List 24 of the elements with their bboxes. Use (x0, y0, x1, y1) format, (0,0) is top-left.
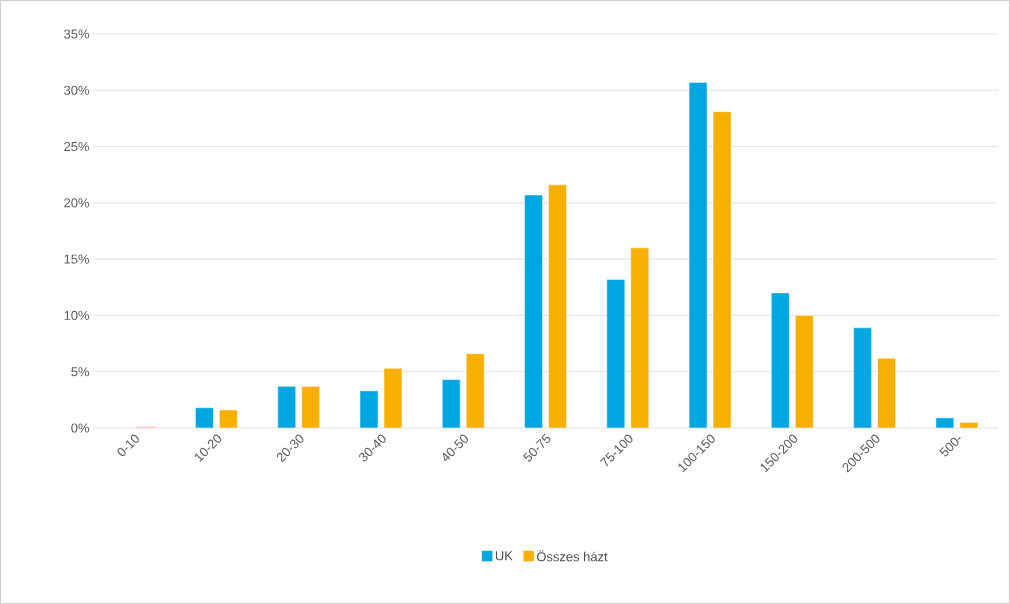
y-tick-label: 30% (64, 85, 90, 95)
bar (877, 357, 896, 428)
bar (630, 247, 650, 428)
y-tick-label: 25% (64, 141, 90, 152)
bar (277, 386, 296, 428)
bar (524, 194, 543, 428)
y-tick-label: 35% (64, 29, 90, 39)
bar (441, 379, 461, 428)
y-tick-label: 15% (64, 254, 90, 264)
y-tick-label: 0% (71, 423, 90, 433)
bar (465, 353, 485, 428)
bar (606, 279, 626, 428)
bar (795, 315, 814, 428)
bar (853, 327, 872, 428)
bar (771, 292, 790, 428)
y-tick-label: 5% (71, 367, 90, 377)
bar (301, 386, 320, 428)
x-tick-label: 0-10 (117, 434, 139, 457)
bar (548, 184, 567, 428)
x-tick-label: 500- (939, 436, 961, 457)
legend-label: UK (495, 551, 513, 561)
y-tick-label: 10% (64, 310, 90, 320)
legend-label: Összes házt (536, 550, 608, 562)
y-tick-label: 20% (64, 198, 90, 208)
